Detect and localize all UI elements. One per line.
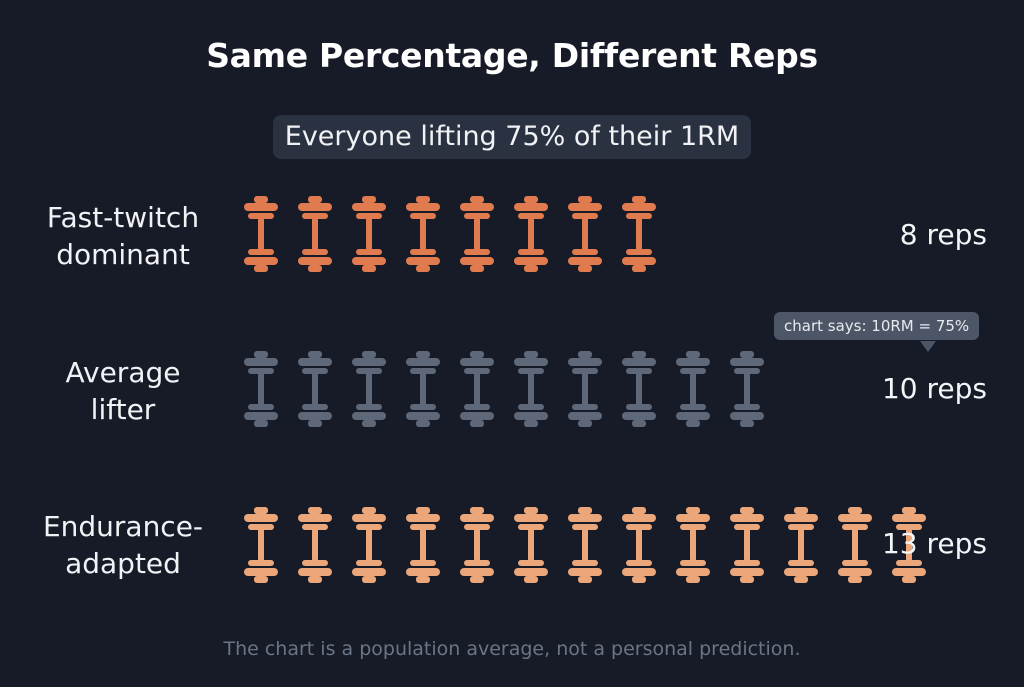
dumbbell-icon — [676, 507, 710, 583]
annotation-callout-tail — [920, 341, 936, 352]
dumbbell-icon — [406, 196, 440, 272]
subtitle-wrap: Everyone lifting 75% of their 1RM — [0, 115, 1024, 159]
dumbbell-icon — [406, 507, 440, 583]
reps-label-average: 10 reps — [881, 372, 987, 405]
dumbbell-icon — [298, 196, 332, 272]
dumbbell-row-average — [244, 351, 764, 427]
row-label-average: Average lifter — [28, 354, 218, 428]
dumbbell-icon — [676, 351, 710, 427]
dumbbell-icon — [568, 507, 602, 583]
dumbbell-icon — [730, 507, 764, 583]
dumbbell-icon — [568, 351, 602, 427]
dumbbell-icon — [352, 351, 386, 427]
chart-subtitle: Everyone lifting 75% of their 1RM — [272, 115, 752, 159]
dumbbell-icon — [352, 507, 386, 583]
row-label-fast-twitch: Fast-twitch dominant — [28, 199, 218, 273]
row-label-line: lifter — [90, 393, 156, 426]
row-label-line: adapted — [65, 547, 181, 580]
row-label-line: dominant — [56, 238, 190, 271]
dumbbell-icon — [838, 507, 872, 583]
dumbbell-icon — [514, 196, 548, 272]
dumbbell-icon — [892, 507, 926, 583]
row-label-line: Endurance- — [42, 510, 204, 543]
footnote: The chart is a population average, not a… — [223, 638, 801, 660]
dumbbell-icon — [406, 351, 440, 427]
dumbbell-icon — [244, 351, 278, 427]
dumbbell-icon — [622, 507, 656, 583]
dumbbell-icon — [298, 507, 332, 583]
row-label-endurance: Endurance- adapted — [28, 508, 218, 582]
dumbbell-icon — [730, 351, 764, 427]
dumbbell-icon — [514, 351, 548, 427]
dumbbell-icon — [460, 196, 494, 272]
dumbbell-icon — [622, 196, 656, 272]
chart-title: Same Percentage, Different Reps — [206, 36, 818, 75]
dumbbell-icon — [622, 351, 656, 427]
row-label-line: Fast-twitch — [46, 201, 200, 234]
dumbbell-icon — [460, 351, 494, 427]
dumbbell-icon — [568, 196, 602, 272]
dumbbell-row-fast-twitch — [244, 196, 656, 272]
dumbbell-icon — [298, 351, 332, 427]
dumbbell-icon — [784, 507, 818, 583]
row-label-line: Average — [65, 356, 181, 389]
dumbbell-icon — [460, 507, 494, 583]
dumbbell-icon — [514, 507, 548, 583]
dumbbell-icon — [244, 196, 278, 272]
dumbbell-row-endurance — [244, 507, 926, 583]
dumbbell-icon — [352, 196, 386, 272]
dumbbell-icon — [244, 507, 278, 583]
annotation-callout: chart says: 10RM = 75% — [774, 312, 980, 340]
reps-label-endurance: 13 reps — [881, 527, 987, 560]
reps-label-fast-twitch: 8 reps — [899, 218, 987, 251]
